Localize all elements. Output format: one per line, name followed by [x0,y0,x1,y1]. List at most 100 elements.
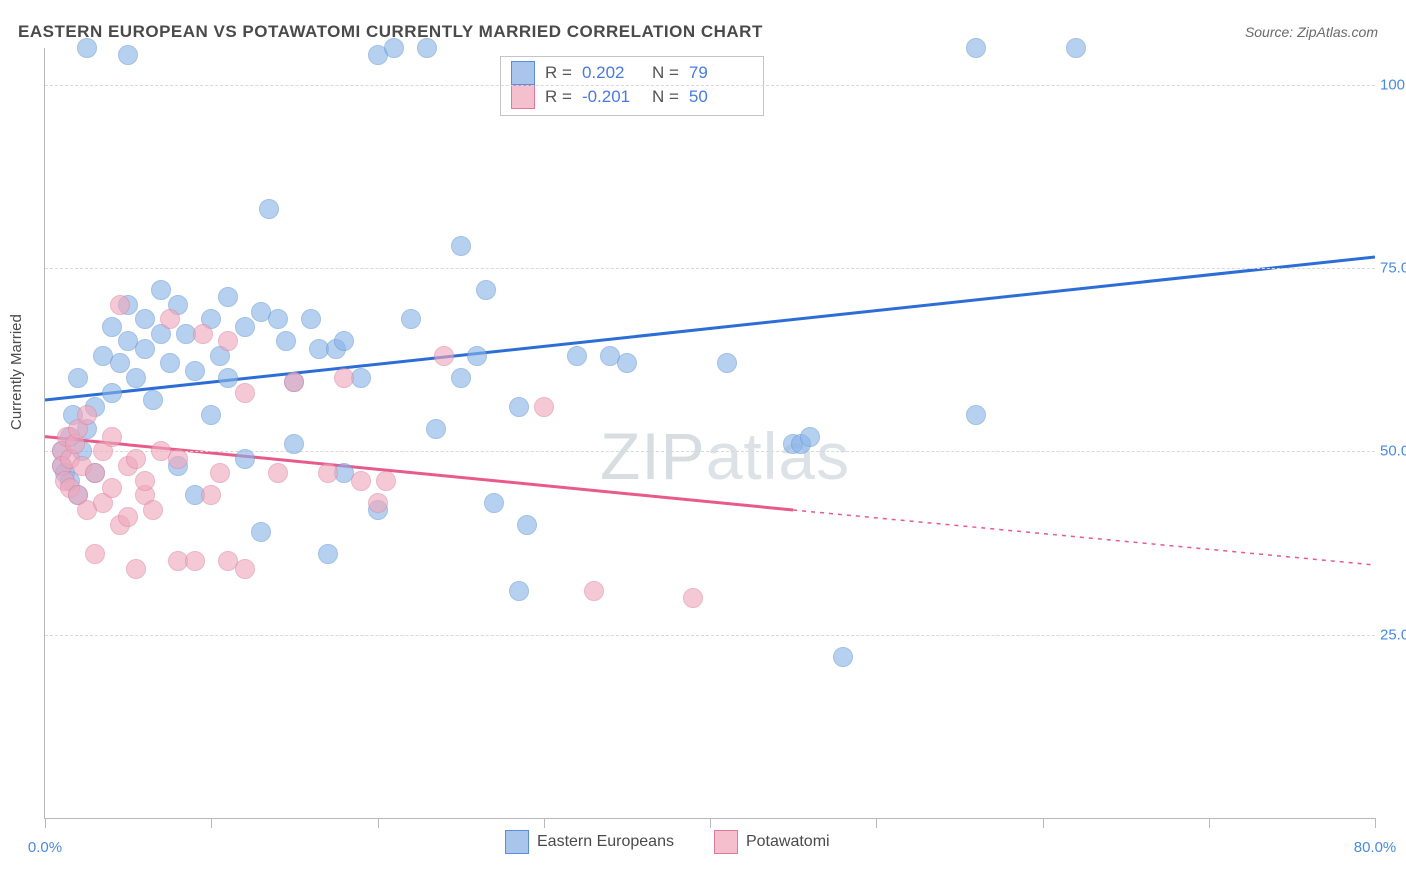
scatter-point [235,559,255,579]
gridline [45,268,1375,269]
scatter-point [218,368,238,388]
x-tick-label: 80.0% [1354,839,1397,856]
scatter-point [210,463,230,483]
scatter-point [218,287,238,307]
scatter-point [451,368,471,388]
scatter-point [467,346,487,366]
scatter-point [126,449,146,469]
r-label: R = [545,61,572,85]
scatter-point [77,38,97,58]
scatter-point [110,295,130,315]
scatter-point [185,551,205,571]
n-value: 50 [689,85,749,109]
scatter-point [201,485,221,505]
x-tick [211,818,212,828]
scatter-point [376,471,396,491]
scatter-point [251,522,271,542]
stats-box: R = 0.202 N = 79 R = -0.201 N = 50 [500,56,764,116]
x-tick [710,818,711,828]
scatter-point [102,383,122,403]
gridline [45,635,1375,636]
n-value: 79 [689,61,749,85]
scatter-point [102,478,122,498]
scatter-point [584,581,604,601]
y-tick-label: 25.0% [1380,626,1406,643]
source-label: Source: ZipAtlas.com [1245,24,1378,40]
watermark-bold: ZIP [600,419,706,493]
scatter-point [401,309,421,329]
swatch-pink-icon [511,85,535,109]
plot-area: ZIPatlas R = 0.202 N = 79 R = -0.201 N =… [44,48,1375,819]
r-value: -0.201 [582,85,642,109]
scatter-point [143,500,163,520]
scatter-point [484,493,504,513]
scatter-point [110,353,130,373]
scatter-point [334,331,354,351]
scatter-point [235,449,255,469]
scatter-point [185,361,205,381]
scatter-point [717,353,737,373]
scatter-point [417,38,437,58]
trend-lines [45,48,1375,818]
scatter-point [160,353,180,373]
y-tick-label: 50.0% [1380,443,1406,460]
legend: Eastern Europeans Potawatomi [505,830,830,854]
scatter-point [160,309,180,329]
scatter-point [966,38,986,58]
scatter-point [235,317,255,337]
swatch-blue-icon [511,61,535,85]
scatter-point [135,339,155,359]
scatter-point [284,372,304,392]
scatter-point [426,419,446,439]
scatter-point [509,581,529,601]
scatter-point [126,368,146,388]
trend-line [793,510,1375,565]
scatter-point [118,45,138,65]
scatter-point [833,647,853,667]
scatter-point [966,405,986,425]
scatter-point [683,588,703,608]
r-value: 0.202 [582,61,642,85]
scatter-point [434,346,454,366]
scatter-point [151,280,171,300]
y-tick-label: 75.0% [1380,260,1406,277]
scatter-point [301,309,321,329]
scatter-point [318,463,338,483]
x-tick [876,818,877,828]
scatter-point [193,324,213,344]
scatter-point [102,317,122,337]
scatter-point [118,507,138,527]
scatter-point [451,236,471,256]
gridline [45,85,1375,86]
scatter-point [509,397,529,417]
scatter-point [617,353,637,373]
legend-label: Potawatomi [746,833,830,851]
scatter-point [384,38,404,58]
scatter-point [1066,38,1086,58]
scatter-point [800,427,820,447]
x-tick [378,818,379,828]
scatter-point [476,280,496,300]
scatter-point [135,471,155,491]
legend-item: Eastern Europeans [505,830,674,854]
swatch-blue-icon [505,830,529,854]
scatter-point [235,383,255,403]
scatter-point [102,427,122,447]
scatter-point [368,493,388,513]
scatter-point [77,405,97,425]
x-tick-label: 0.0% [28,839,62,856]
scatter-point [135,309,155,329]
stats-row: R = -0.201 N = 50 [511,85,749,109]
x-tick [45,818,46,828]
legend-item: Potawatomi [714,830,830,854]
x-tick [1375,818,1376,828]
scatter-point [85,463,105,483]
scatter-point [68,368,88,388]
scatter-point [143,390,163,410]
y-tick-label: 100.0% [1380,76,1406,93]
stats-row: R = 0.202 N = 79 [511,61,749,85]
scatter-point [126,559,146,579]
n-label: N = [652,85,679,109]
scatter-point [268,309,288,329]
scatter-point [318,544,338,564]
